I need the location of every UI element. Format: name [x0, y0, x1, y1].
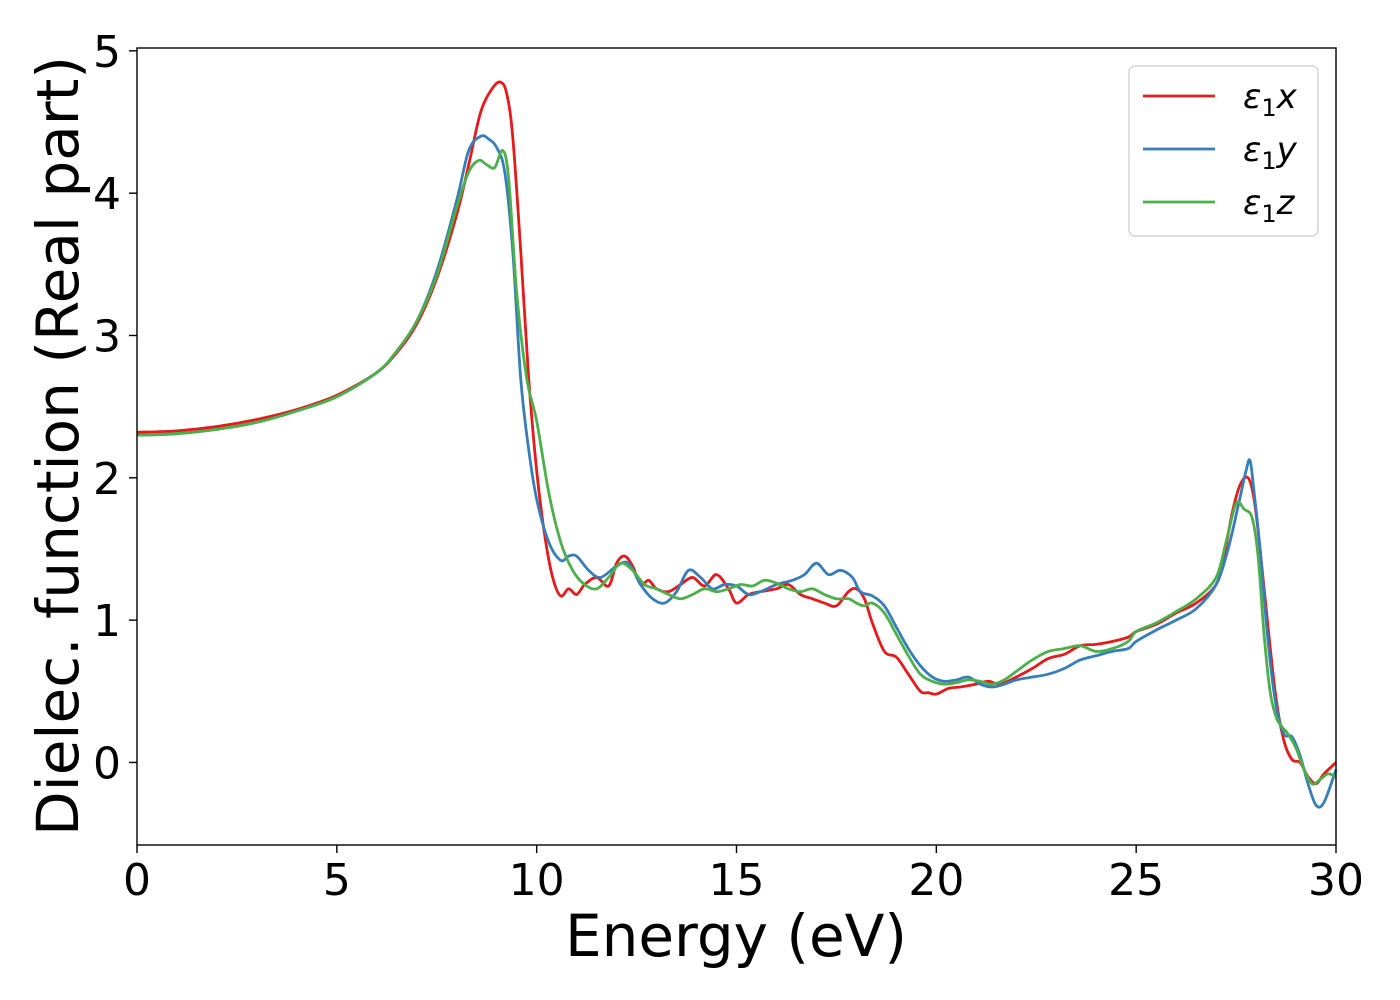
- legend: ε1x ε1y ε1z: [1128, 65, 1319, 237]
- x-tick-label: 0: [123, 855, 151, 906]
- x-tick-label: 30: [1308, 855, 1364, 906]
- y-axis-ticks: 0 1 2 3 4 5: [93, 27, 137, 789]
- legend-label-y: ε1y: [1243, 130, 1298, 175]
- y-tick-label: 4: [93, 169, 121, 220]
- series-line-z: [136, 149, 1337, 786]
- y-tick-label: 1: [93, 596, 121, 647]
- legend-label-z: ε1z: [1243, 183, 1296, 228]
- x-tick-label: 25: [1108, 855, 1164, 906]
- y-tick-label: 5: [93, 27, 121, 78]
- legend-box: [1128, 65, 1319, 237]
- legend-label-x: ε1x: [1243, 77, 1298, 122]
- x-tick-label: 5: [323, 855, 351, 906]
- x-tick-label: 20: [908, 855, 964, 906]
- y-tick-label: 2: [93, 454, 121, 505]
- y-tick-label: 0: [93, 738, 121, 789]
- y-tick-label: 3: [93, 311, 121, 362]
- x-tick-label: 15: [709, 855, 765, 906]
- x-tick-label: 10: [509, 855, 565, 906]
- y-axis-label: Dielec. function (Real part): [24, 56, 92, 836]
- x-axis-label: Energy (eV): [565, 902, 907, 970]
- x-axis-ticks: 0 5 10 15 20 25 30: [123, 845, 1364, 906]
- series-lines: [136, 80, 1338, 809]
